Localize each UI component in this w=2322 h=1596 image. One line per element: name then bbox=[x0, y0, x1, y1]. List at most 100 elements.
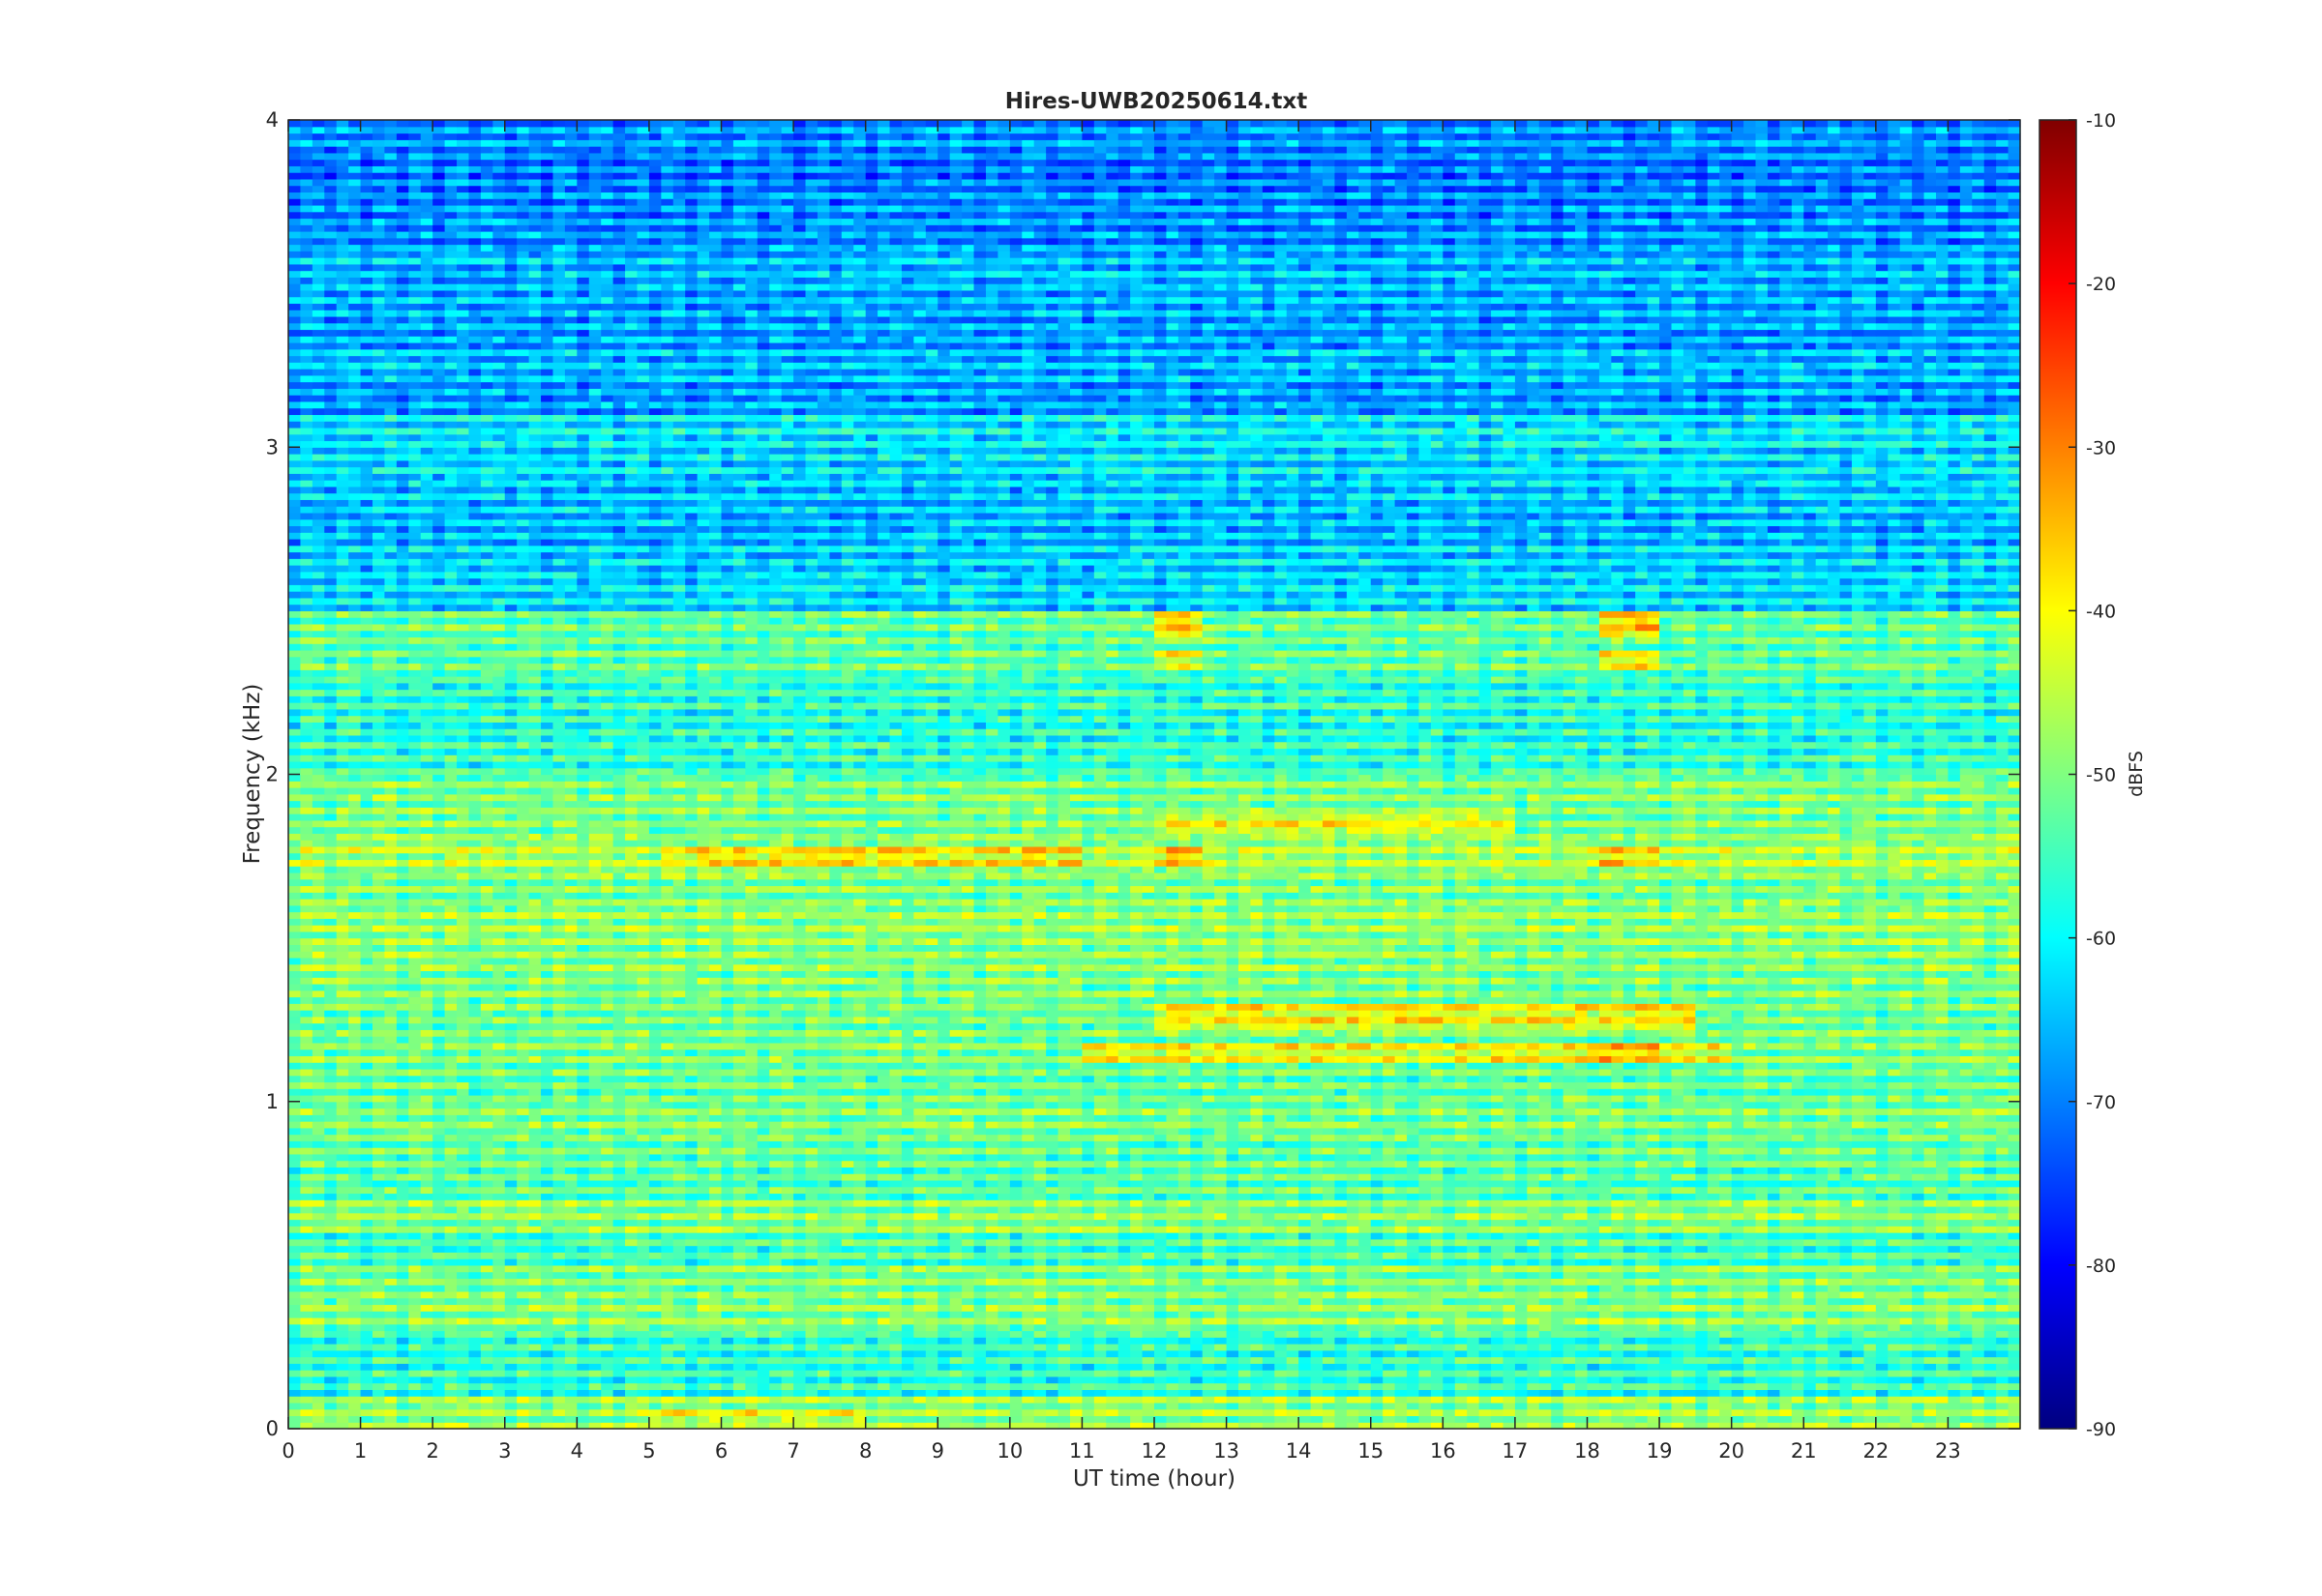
heatmap-cell bbox=[1876, 1370, 1889, 1376]
heatmap-cell bbox=[1227, 1389, 1239, 1396]
heatmap-cell bbox=[1383, 1331, 1395, 1338]
heatmap-cell bbox=[1407, 1232, 1419, 1239]
heatmap-cell bbox=[1287, 1370, 1299, 1376]
heatmap-cell bbox=[673, 1357, 686, 1364]
heatmap-cell bbox=[974, 1285, 987, 1291]
heatmap-cell bbox=[1659, 1344, 1672, 1350]
heatmap-cell bbox=[1070, 1403, 1083, 1409]
heatmap-cell bbox=[733, 1272, 746, 1279]
heatmap-cell bbox=[1203, 1232, 1215, 1239]
heatmap-cell bbox=[2009, 1278, 2021, 1285]
heatmap-cell bbox=[577, 1331, 589, 1338]
heatmap-cell bbox=[1792, 1337, 1804, 1344]
heatmap-cell bbox=[1924, 1415, 1937, 1422]
heatmap-cell bbox=[1118, 1213, 1131, 1220]
heatmap-cell bbox=[445, 1415, 458, 1422]
heatmap-cell bbox=[1214, 1324, 1227, 1331]
heatmap-cell bbox=[1960, 1291, 1973, 1298]
heatmap-cell bbox=[1034, 1285, 1047, 1291]
heatmap-cell bbox=[661, 1226, 673, 1232]
heatmap-cell bbox=[926, 1285, 938, 1291]
heatmap-cell bbox=[1143, 1298, 1155, 1305]
heatmap-cell bbox=[1395, 1324, 1408, 1331]
heatmap-cell bbox=[1347, 1324, 1359, 1331]
heatmap-cell bbox=[1130, 1304, 1143, 1311]
heatmap-cell bbox=[1768, 1304, 1780, 1311]
heatmap-cell bbox=[1250, 1415, 1263, 1422]
heatmap-cell bbox=[1984, 1265, 1997, 1272]
heatmap-cell bbox=[541, 1383, 553, 1390]
heatmap-cell bbox=[1876, 1272, 1889, 1279]
heatmap-cell bbox=[1383, 1220, 1395, 1227]
heatmap-cell bbox=[926, 1409, 938, 1416]
heatmap-cell bbox=[1491, 1344, 1503, 1350]
heatmap-cell bbox=[1106, 1389, 1118, 1396]
heatmap-cell bbox=[1118, 1376, 1131, 1383]
heatmap-cell bbox=[685, 1403, 698, 1409]
heatmap-cell bbox=[1094, 1311, 1107, 1317]
heatmap-cell bbox=[1046, 1370, 1058, 1376]
heatmap-cell bbox=[997, 1396, 1010, 1403]
heatmap-cell bbox=[1395, 1389, 1408, 1396]
heatmap-cell bbox=[589, 1239, 602, 1246]
heatmap-cell bbox=[1467, 1304, 1479, 1311]
heatmap-cell bbox=[1274, 1265, 1287, 1272]
heatmap-cell bbox=[1034, 1265, 1047, 1272]
heatmap-cell bbox=[1227, 1232, 1239, 1239]
heatmap-cell bbox=[1768, 1317, 1780, 1324]
heatmap-cell bbox=[457, 1317, 469, 1324]
heatmap-cell bbox=[1683, 1265, 1696, 1272]
heatmap-cell bbox=[926, 1370, 938, 1376]
heatmap-cell bbox=[468, 1272, 481, 1279]
heatmap-cell bbox=[421, 1252, 433, 1258]
heatmap-cell bbox=[577, 1415, 589, 1422]
heatmap-cell bbox=[1936, 1376, 1949, 1383]
heatmap-cell bbox=[745, 1304, 758, 1311]
heatmap-cell bbox=[1719, 1409, 1732, 1416]
heatmap-cell bbox=[1238, 1226, 1251, 1232]
heatmap-cell bbox=[565, 1252, 578, 1258]
heatmap-cell bbox=[1648, 1344, 1660, 1350]
heatmap-cell bbox=[1588, 1324, 1600, 1331]
heatmap-cell bbox=[1238, 1409, 1251, 1416]
heatmap-cell bbox=[1178, 1344, 1191, 1350]
heatmap-cell bbox=[1659, 1206, 1672, 1213]
heatmap-cell bbox=[1924, 1317, 1937, 1324]
heatmap-cell bbox=[1311, 1220, 1324, 1227]
heatmap-cell bbox=[1287, 1226, 1299, 1232]
heatmap-cell bbox=[1852, 1246, 1864, 1253]
heatmap-cell bbox=[745, 1403, 758, 1409]
heatmap-cell bbox=[1936, 1396, 1949, 1403]
heatmap-cell bbox=[853, 1246, 866, 1253]
heatmap-cell bbox=[1010, 1344, 1023, 1350]
heatmap-cell bbox=[361, 1350, 373, 1357]
heatmap-cell bbox=[962, 1213, 974, 1220]
heatmap-cell bbox=[1719, 1246, 1732, 1253]
heatmap-cell bbox=[492, 1304, 505, 1311]
heatmap-cell bbox=[1743, 1317, 1756, 1324]
heatmap-cell bbox=[1130, 1232, 1143, 1239]
heatmap-cell bbox=[1588, 1265, 1600, 1272]
heatmap-cell bbox=[1238, 1258, 1251, 1265]
heatmap-cell bbox=[445, 1370, 458, 1376]
heatmap-cell bbox=[1743, 1272, 1756, 1279]
heatmap-cell bbox=[974, 1403, 987, 1409]
heatmap-cell bbox=[1611, 1357, 1623, 1364]
heatmap-cell bbox=[1130, 1252, 1143, 1258]
heatmap-cell bbox=[829, 1409, 842, 1416]
heatmap-cell bbox=[1058, 1199, 1071, 1206]
heatmap-cell bbox=[1082, 1232, 1094, 1239]
heatmap-cell bbox=[878, 1304, 890, 1311]
heatmap-cell bbox=[1924, 1291, 1937, 1298]
heatmap-cell bbox=[782, 1246, 794, 1253]
heatmap-cell bbox=[793, 1344, 806, 1350]
heatmap-cell bbox=[432, 1337, 445, 1344]
heatmap-cell bbox=[806, 1206, 819, 1213]
heatmap-cell bbox=[769, 1370, 782, 1376]
heatmap-cell bbox=[2009, 1389, 2021, 1396]
heatmap-cell bbox=[722, 1291, 734, 1298]
heatmap-cell bbox=[793, 1285, 806, 1291]
heatmap-cell bbox=[589, 1252, 602, 1258]
heatmap-cell bbox=[421, 1311, 433, 1317]
